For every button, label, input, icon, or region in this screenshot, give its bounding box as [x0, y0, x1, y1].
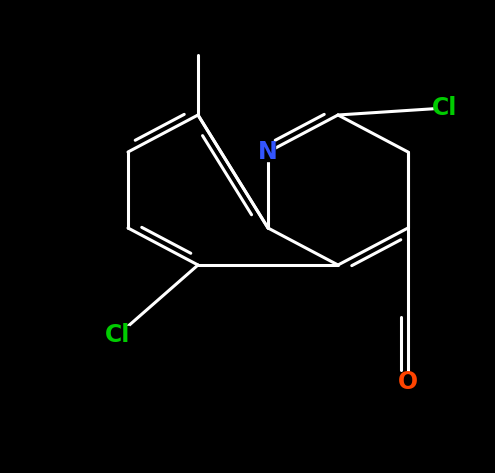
Text: O: O	[398, 370, 418, 394]
Bar	[261, 143, 275, 161]
Bar	[107, 326, 129, 344]
Bar	[401, 373, 414, 391]
Text: Cl: Cl	[432, 96, 458, 120]
Text: Cl: Cl	[105, 323, 131, 347]
Bar	[434, 99, 456, 117]
Text: N: N	[258, 140, 278, 164]
